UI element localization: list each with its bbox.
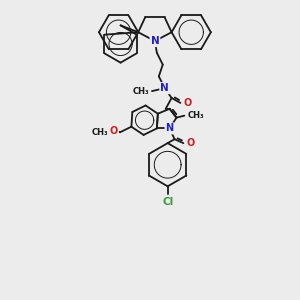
Text: CH₃: CH₃ (187, 111, 204, 120)
Text: CH₃: CH₃ (132, 87, 149, 96)
Text: O: O (186, 138, 195, 148)
Text: O: O (110, 126, 118, 136)
Text: O: O (183, 98, 192, 108)
Text: N: N (160, 83, 169, 93)
Text: Cl: Cl (162, 197, 173, 207)
Text: N: N (166, 123, 174, 134)
Text: CH₃: CH₃ (92, 128, 108, 137)
Text: N: N (151, 36, 159, 46)
